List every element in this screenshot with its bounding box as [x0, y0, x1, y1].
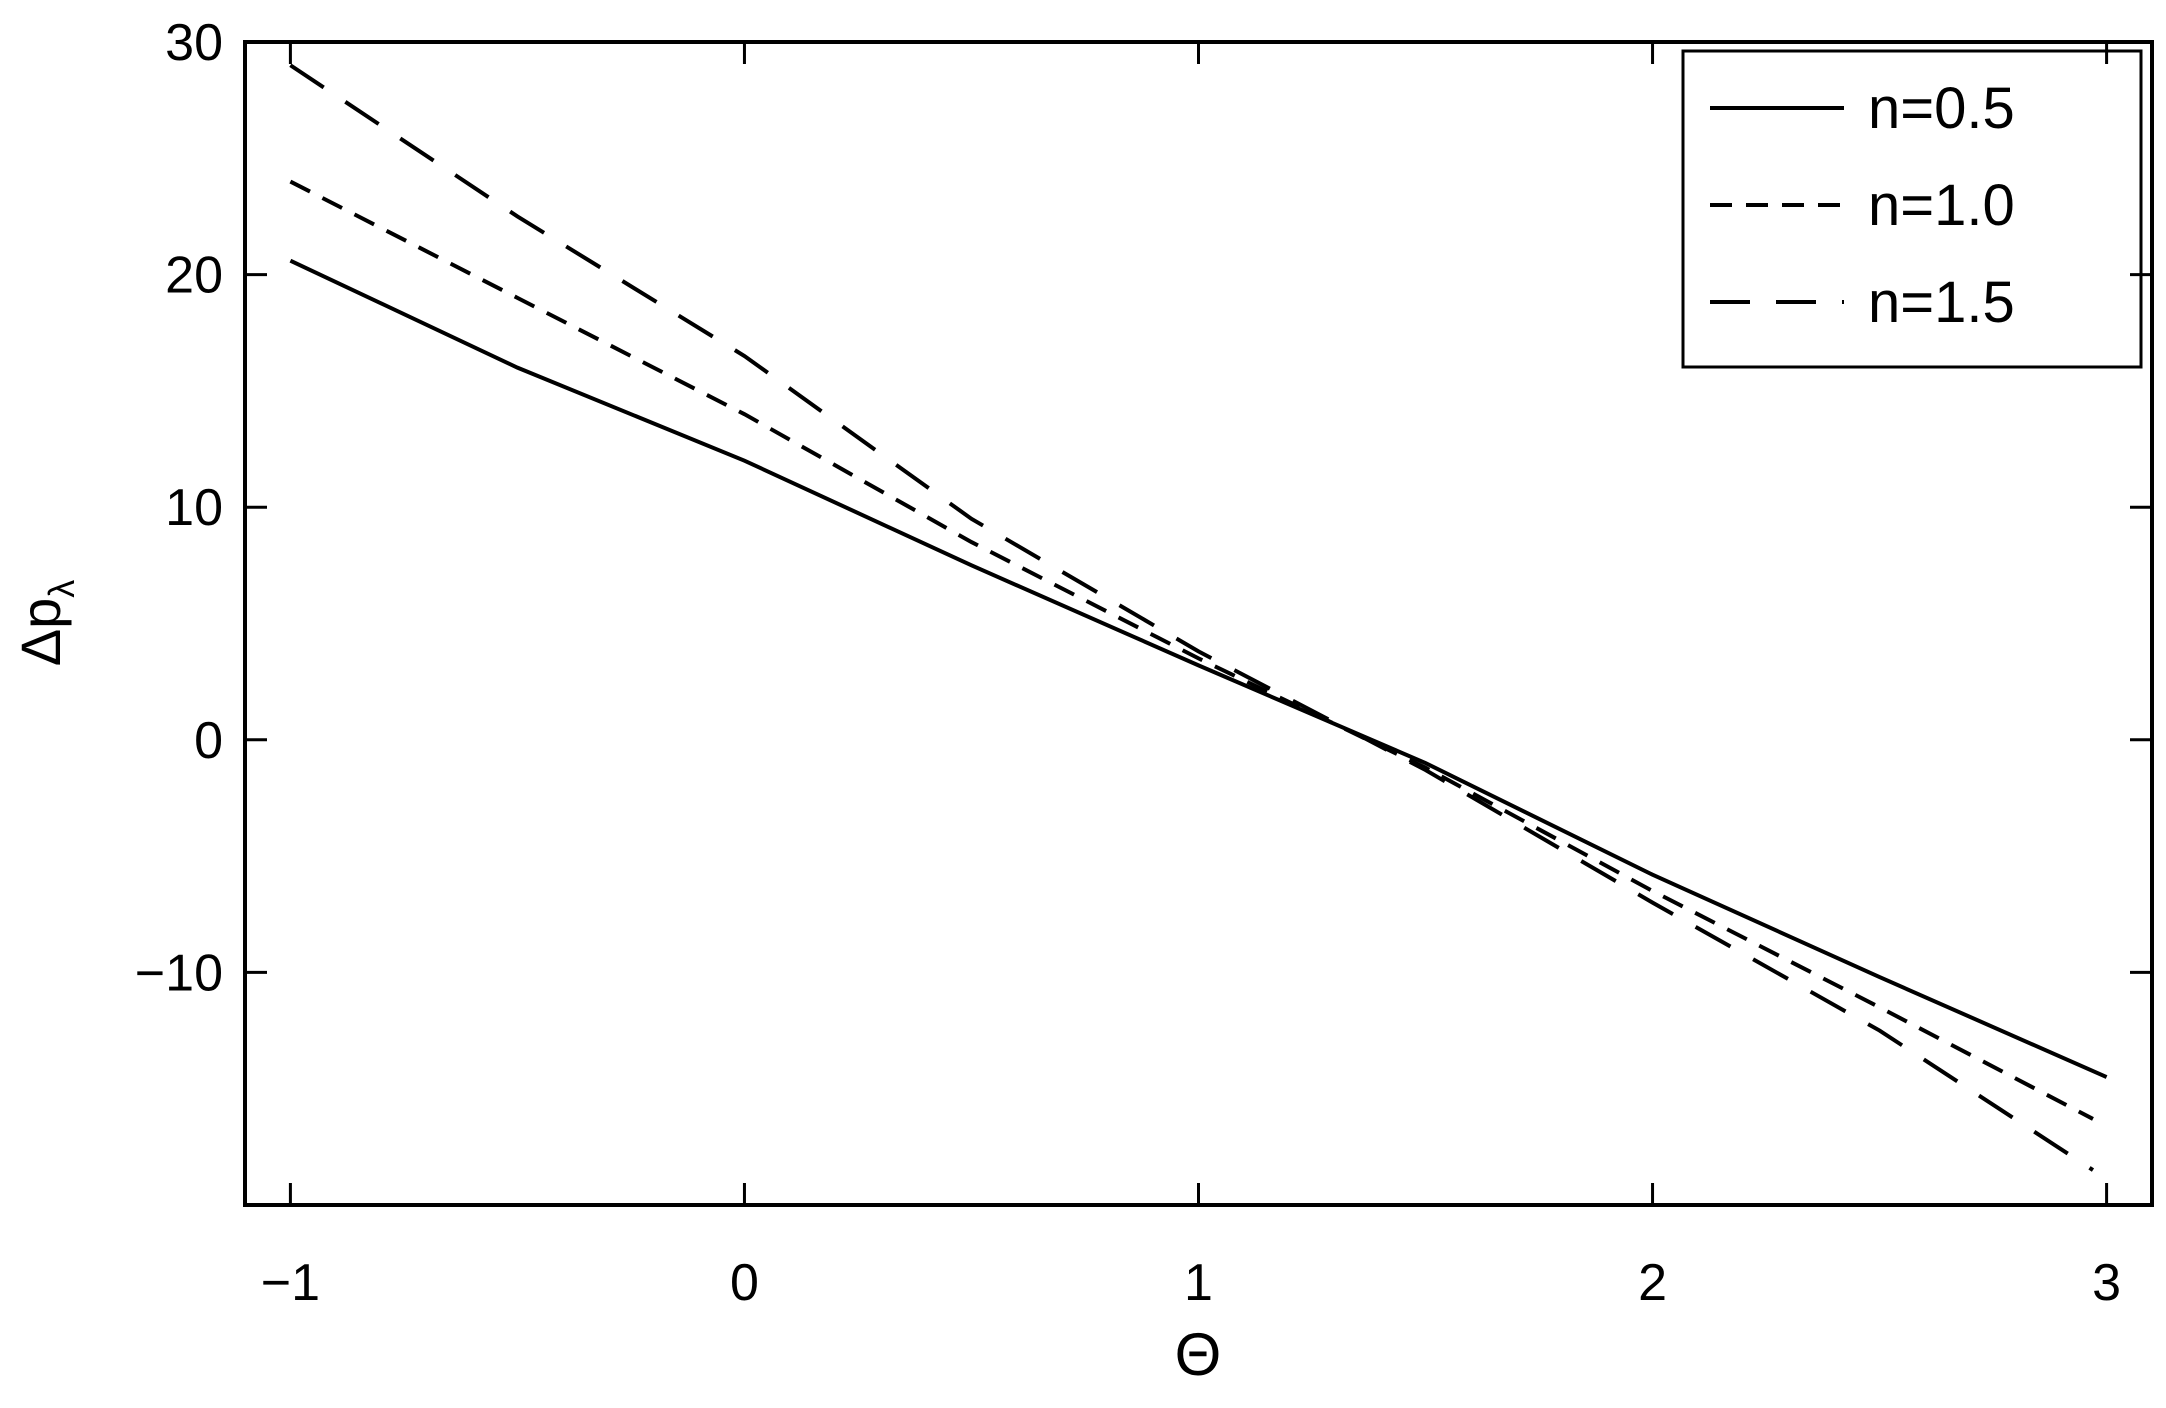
legend-label: n=1.0: [1868, 173, 2015, 238]
data-line: [289, 63, 2095, 1172]
y-tick-label: 0: [194, 712, 223, 770]
y-axis-label: Δpλ: [9, 580, 82, 667]
x-tick-label: 1: [1184, 1254, 1213, 1312]
y-axis-label-sub: λ: [41, 580, 82, 598]
x-tick-label: 0: [730, 1254, 759, 1312]
data-line: [289, 258, 2108, 1079]
legend-label: n=0.5: [1868, 76, 2015, 141]
legend-box: [1681, 49, 2143, 369]
y-axis-label-main: Δp: [9, 598, 72, 667]
x-axis-label: Θ: [1175, 1321, 1222, 1388]
legend-label: n=1.5: [1868, 270, 2015, 335]
y-tick-label: 10: [165, 479, 223, 537]
data-line: [289, 179, 2094, 1121]
y-tick-label: 30: [165, 14, 223, 72]
y-tick-label: 20: [165, 247, 223, 305]
x-tick-label: 3: [2092, 1254, 2121, 1312]
x-tick-label: 2: [1638, 1254, 1667, 1312]
x-tick-label: −1: [261, 1254, 320, 1312]
y-tick-label: −10: [135, 944, 223, 1002]
